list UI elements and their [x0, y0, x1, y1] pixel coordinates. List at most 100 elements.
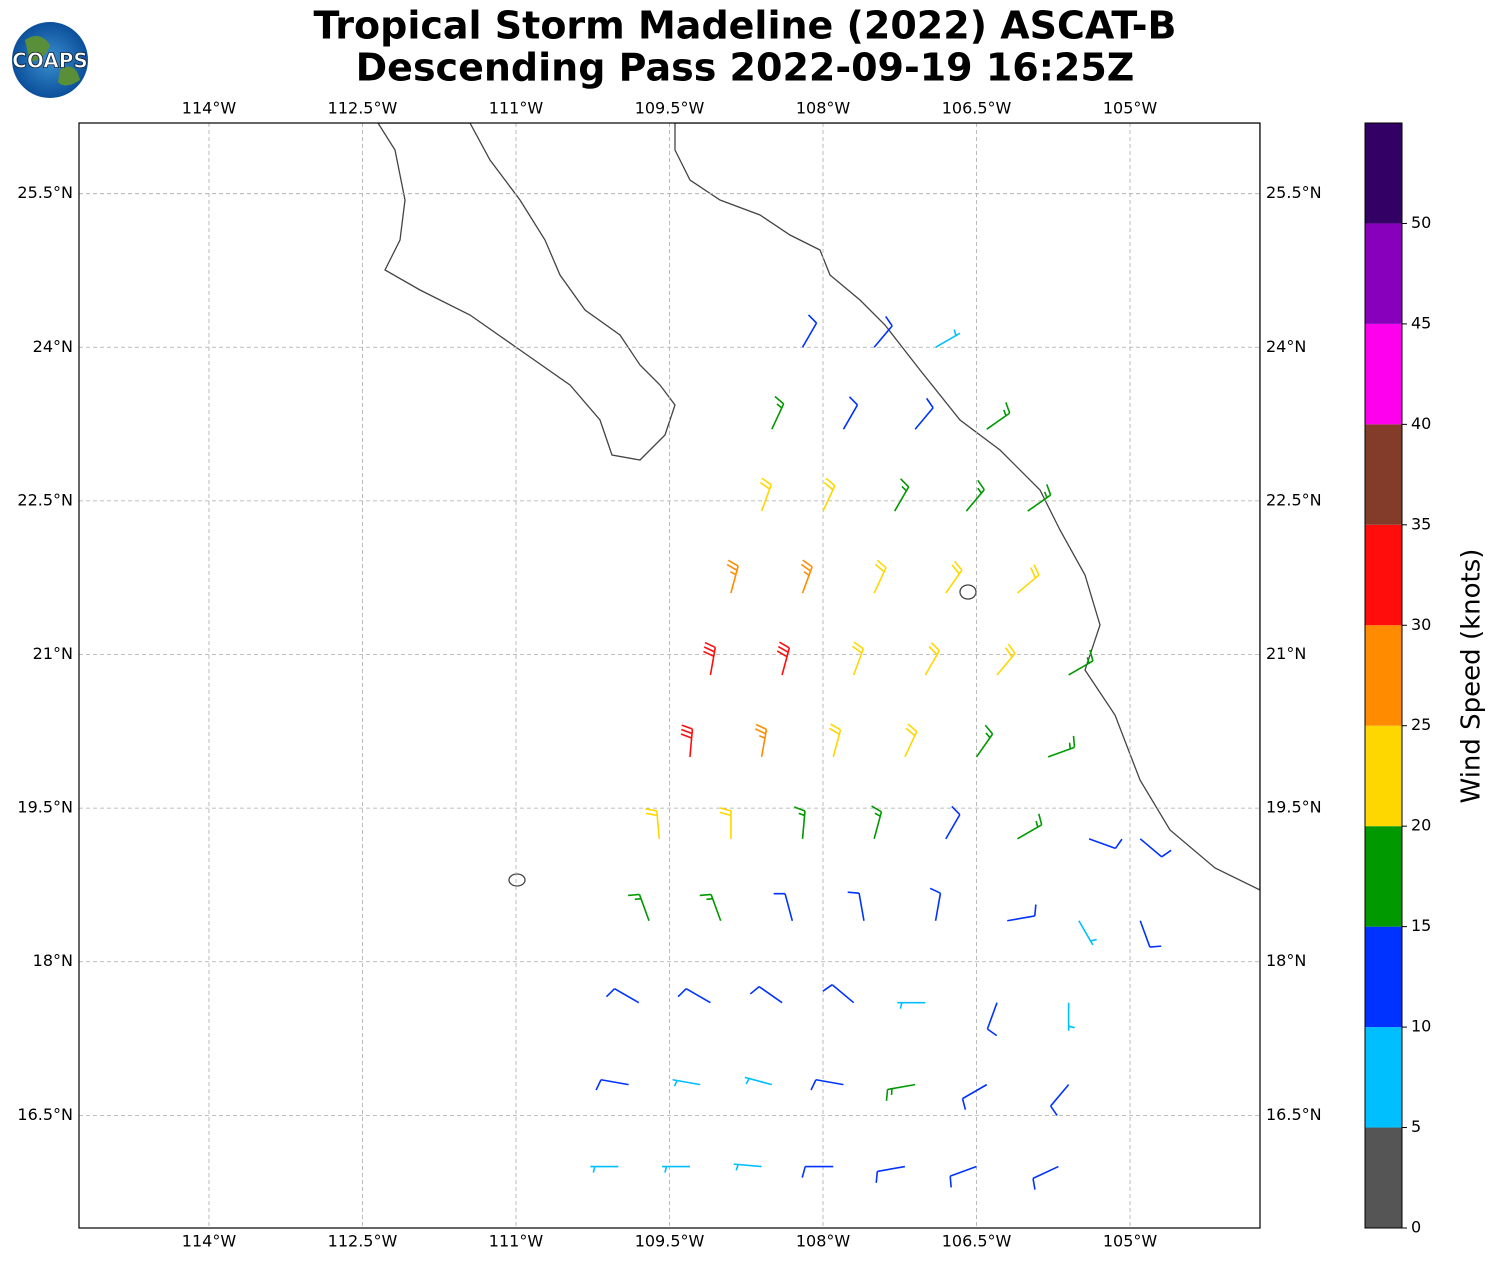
wind-barb	[822, 984, 855, 1004]
x-tick-label: 108°W	[796, 1232, 851, 1251]
wind-barb	[1016, 564, 1040, 594]
wind-barb	[975, 724, 994, 758]
wind-barb	[914, 397, 934, 430]
wind-barb	[875, 1165, 906, 1183]
wind-barb	[945, 805, 961, 840]
colorbar-tick-label: 50	[1411, 213, 1431, 232]
wind-barb	[810, 1078, 844, 1091]
y-tick-label: 24°N	[33, 337, 73, 356]
wind-barb	[1067, 1002, 1075, 1031]
x-tick-label: 114°W	[182, 99, 237, 118]
wind-barb	[897, 1001, 926, 1009]
x-tick-label: 112.5°W	[328, 1232, 398, 1251]
wind-barb	[829, 723, 842, 758]
wind-barb	[949, 1165, 977, 1188]
wind-barb	[759, 477, 772, 512]
wind-barb	[733, 1163, 762, 1171]
wind-barb	[1049, 1084, 1070, 1116]
y-tick-label: 16.5°N	[17, 1105, 73, 1124]
colorbar-segment	[1365, 1127, 1402, 1228]
y-tick-label: 21°N	[1266, 644, 1306, 663]
x-tick-label: 105°W	[1103, 99, 1158, 118]
wind-barb	[1017, 813, 1043, 840]
wind-barb	[945, 560, 963, 594]
wind-barb	[935, 329, 961, 348]
wind-barb	[749, 985, 783, 1004]
y-tick-label: 25.5°N	[1266, 183, 1322, 202]
x-tick-label: 105°W	[1103, 1232, 1158, 1251]
wind-barb	[794, 806, 806, 839]
wind-barb	[965, 479, 985, 512]
wind-barb	[1139, 920, 1162, 948]
x-tick-label: 114°W	[182, 1232, 237, 1251]
colorbar-tick-label: 35	[1411, 514, 1431, 533]
colorbar-tick-label: 5	[1411, 1117, 1421, 1136]
wind-barb	[885, 1083, 916, 1101]
logo: COAPS	[12, 22, 88, 98]
wind-barb	[924, 642, 941, 676]
colorbar-tick-label: 45	[1411, 313, 1431, 332]
x-tick-label: 108°W	[796, 99, 851, 118]
island	[959, 584, 977, 600]
wind-barb	[719, 807, 732, 839]
wind-barb	[847, 891, 865, 921]
x-tick-label: 111°W	[489, 1232, 544, 1251]
y-tick-label: 18°N	[33, 951, 73, 970]
wind-barb	[776, 641, 791, 676]
wind-barb	[1027, 484, 1052, 512]
wind-barb	[1078, 920, 1097, 946]
mainland	[674, 123, 1260, 891]
wind-barb	[628, 893, 650, 922]
wind-barb	[893, 478, 910, 512]
chart-subtitle: Descending Pass 2022-09-19 16:25Z	[356, 46, 1135, 90]
wind-barb	[771, 395, 785, 430]
y-tick-label: 24°N	[1266, 337, 1306, 356]
x-tick-label: 106.5°W	[942, 1232, 1012, 1251]
wind-barb	[677, 988, 711, 1004]
colorbar-segment	[1365, 725, 1402, 827]
wind-barb	[873, 559, 887, 594]
wind-barb	[605, 988, 640, 1004]
colorbar-label: Wind Speed (knots)	[1457, 549, 1487, 804]
wind-barb	[842, 396, 859, 430]
colorbar-tick-label: 0	[1411, 1218, 1421, 1237]
colorbar-tick-label: 10	[1411, 1017, 1431, 1036]
colorbar-segment	[1365, 826, 1402, 927]
wind-barb	[595, 1078, 629, 1091]
wind-barb	[1139, 838, 1172, 858]
wind-barb	[1032, 1165, 1059, 1190]
wind-barb	[699, 893, 722, 922]
colorbar-tick-label: 30	[1411, 615, 1431, 634]
colorbar-segment	[1365, 223, 1402, 324]
wind-barb	[1088, 838, 1123, 850]
colorbar-segment	[1365, 1027, 1402, 1128]
colorbar-segment	[1365, 625, 1402, 726]
wind-barb	[755, 723, 768, 758]
grid	[79, 123, 1260, 1228]
wind-barb	[929, 887, 942, 921]
wind-barb	[822, 477, 836, 512]
wind-barb	[801, 314, 818, 348]
baja-california	[377, 123, 676, 461]
wind-barb	[851, 641, 865, 676]
colorbar-segment	[1365, 323, 1402, 425]
wind-barb	[961, 1083, 988, 1110]
x-tick-label: 111°W	[489, 99, 544, 118]
wind-barb	[996, 643, 1016, 676]
y-tick-label: 25.5°N	[17, 183, 73, 202]
wind-barb	[590, 1165, 619, 1173]
colorbar-segment	[1365, 424, 1402, 525]
wind-barb	[1068, 649, 1094, 676]
colorbar-segment	[1365, 123, 1402, 224]
y-tick-label: 16.5°N	[1266, 1105, 1322, 1124]
x-tick-label: 106.5°W	[942, 99, 1012, 118]
y-tick-label: 18°N	[1266, 951, 1306, 970]
wind-barb	[986, 1002, 998, 1037]
colorbar-segment	[1365, 926, 1402, 1028]
y-tick-label: 19.5°N	[1266, 798, 1322, 817]
colorbar-segment	[1365, 524, 1402, 626]
map-frame	[78, 122, 1261, 1229]
x-tick-label: 112.5°W	[328, 99, 398, 118]
y-tick-label: 22.5°N	[1266, 490, 1322, 509]
